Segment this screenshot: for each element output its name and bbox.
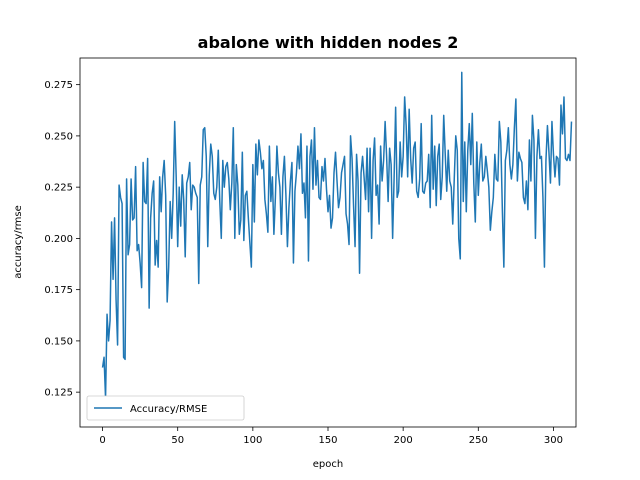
legend-entry-label: Accuracy/RMSE xyxy=(130,404,207,415)
y-tick-label: 0.275 xyxy=(44,80,73,91)
x-tick-label: 150 xyxy=(318,435,337,446)
legend-box xyxy=(86,395,245,421)
y-tick-label: 0.250 xyxy=(44,131,73,142)
x-axis-ticks: 0 50 100 150 200 250 300 xyxy=(99,427,563,446)
series-line-accuracy-rmse xyxy=(101,71,573,400)
y-tick-label: 0.200 xyxy=(44,234,73,245)
y-tick-label: 0.125 xyxy=(44,388,73,399)
y-tick-label: 0.225 xyxy=(44,183,73,194)
plot-area: 0 50 100 150 200 250 300 0.1250.1500.1750.2000… xyxy=(44,57,577,446)
x-tick-label: 50 xyxy=(171,435,184,446)
chart-title: abalone with hidden nodes 2 xyxy=(198,33,459,52)
x-tick-label: 0 xyxy=(99,435,105,446)
y-axis-ticks: 0.125 0.150 0.175 0.200 0.225 0.250 0.275 xyxy=(44,80,80,399)
x-axis-label: epoch xyxy=(313,459,343,470)
axes-frame xyxy=(79,57,577,428)
x-tick-label: 200 xyxy=(394,435,413,446)
x-tick-label: 100 xyxy=(243,435,262,446)
y-tick-label: 0.175 xyxy=(44,285,73,296)
y-tick-label: 0.150 xyxy=(44,336,73,347)
y-axis-label: accuracy/rmse xyxy=(13,205,24,279)
x-tick-label: 250 xyxy=(469,435,488,446)
x-tick-label: 300 xyxy=(544,435,563,446)
legend: Accuracy/RMSE xyxy=(86,395,245,421)
